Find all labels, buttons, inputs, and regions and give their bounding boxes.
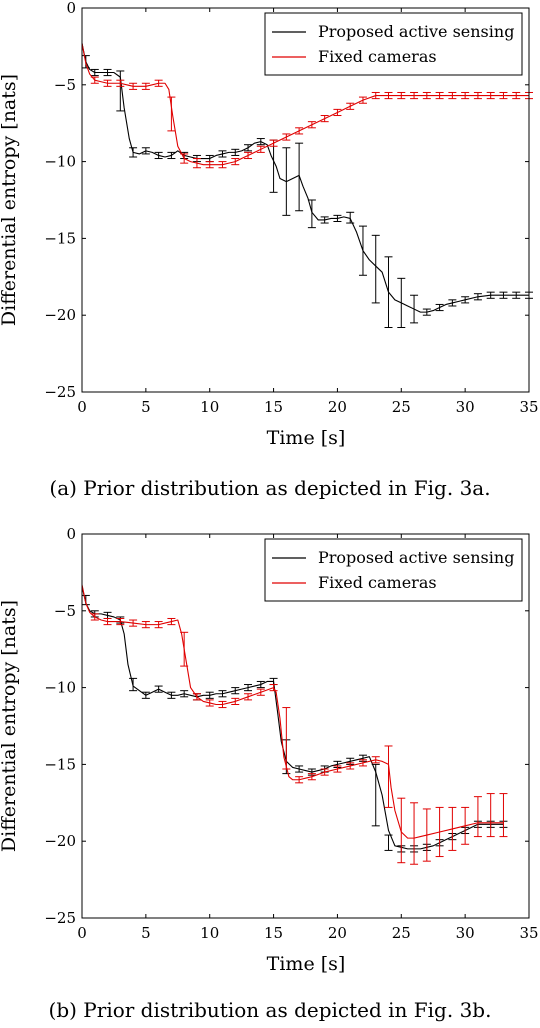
plot-frame	[81, 533, 530, 919]
x-tick-label: 35	[519, 924, 538, 942]
series-fixed	[81, 584, 508, 865]
figure-a: 0 5 10 15 20 25 30 35 0 −5 −10 −15 −20 −25 Proposed a…	[0, 0, 539, 500]
caption-a: (a) Prior distribution as depicted in Fi…	[49, 476, 491, 500]
x-tick-label: 25	[392, 398, 411, 416]
x-tick-label: 20	[328, 398, 347, 416]
x-tick-label: 5	[141, 924, 151, 942]
x-tick-label: 20	[328, 924, 347, 942]
x-axis-label: Time [s]	[267, 427, 346, 449]
x-tick-label: 30	[456, 398, 475, 416]
legend-label-active: Proposed active sensing	[318, 22, 514, 41]
x-tick-label: 15	[264, 398, 283, 416]
legend-label-active: Proposed active sensing	[318, 548, 514, 567]
x-axis-label: Time [s]	[267, 953, 346, 975]
x-tick-label: 0	[77, 398, 87, 416]
x-tick-label: 5	[141, 398, 151, 416]
legend-box	[264, 12, 523, 76]
ticks-layer: 0 5 10 15 20 25 30 35 0 −5 −10 −15 −20 −25	[44, 525, 538, 942]
y-tick-label: −20	[44, 832, 76, 850]
chart-a: 0 5 10 15 20 25 30 35 0 −5 −10 −15 −20 −25 Proposed a…	[0, 0, 539, 449]
x-tick-label: 30	[456, 924, 475, 942]
y-tick-label: −5	[54, 602, 76, 620]
y-axis-label: Differential entropy [nats]	[0, 74, 20, 326]
legend-box	[264, 538, 523, 602]
ticks-layer: 0 5 10 15 20 25 30 35 0 −5 −10 −15 −20 −25	[44, 0, 538, 416]
y-tick-label: −15	[44, 755, 76, 773]
series-line-fixed	[81, 43, 529, 166]
legend: Proposed active sensing Fixed cameras	[264, 538, 523, 602]
series-line-active	[81, 43, 529, 313]
series-fixed	[81, 43, 533, 169]
y-tick-label: −20	[44, 306, 76, 324]
x-tick-label: 35	[519, 398, 538, 416]
x-tick-label: 10	[200, 924, 219, 942]
y-tick-label: −25	[44, 909, 76, 927]
series-active	[81, 43, 533, 328]
series-line-active	[81, 586, 504, 850]
caption-b: (b) Prior distribution as depicted in Fi…	[48, 998, 492, 1022]
y-tick-label: −5	[54, 76, 76, 94]
y-tick-label: 0	[66, 525, 76, 543]
series-line-fixed	[81, 584, 504, 839]
y-tick-label: 0	[66, 0, 76, 17]
x-tick-label: 25	[392, 924, 411, 942]
y-tick-label: −10	[44, 679, 76, 697]
plot-frame	[81, 7, 530, 393]
figure-b: 0 5 10 15 20 25 30 35 0 −5 −10 −15 −20 −25 Proposed a…	[0, 514, 540, 1028]
x-tick-label: 10	[200, 398, 219, 416]
y-axis-label: Differential entropy [nats]	[0, 600, 20, 852]
y-tick-label: −25	[44, 383, 76, 401]
series-layer	[81, 584, 508, 865]
x-tick-label: 0	[77, 924, 87, 942]
legend-label-fixed: Fixed cameras	[318, 47, 437, 66]
series-layer	[81, 43, 533, 328]
x-tick-label: 15	[264, 924, 283, 942]
legend-label-fixed: Fixed cameras	[318, 573, 437, 592]
y-tick-label: −10	[44, 153, 76, 171]
legend: Proposed active sensing Fixed cameras	[264, 12, 523, 76]
y-tick-label: −15	[44, 229, 76, 247]
chart-b: 0 5 10 15 20 25 30 35 0 −5 −10 −15 −20 −25 Proposed a…	[0, 525, 539, 975]
